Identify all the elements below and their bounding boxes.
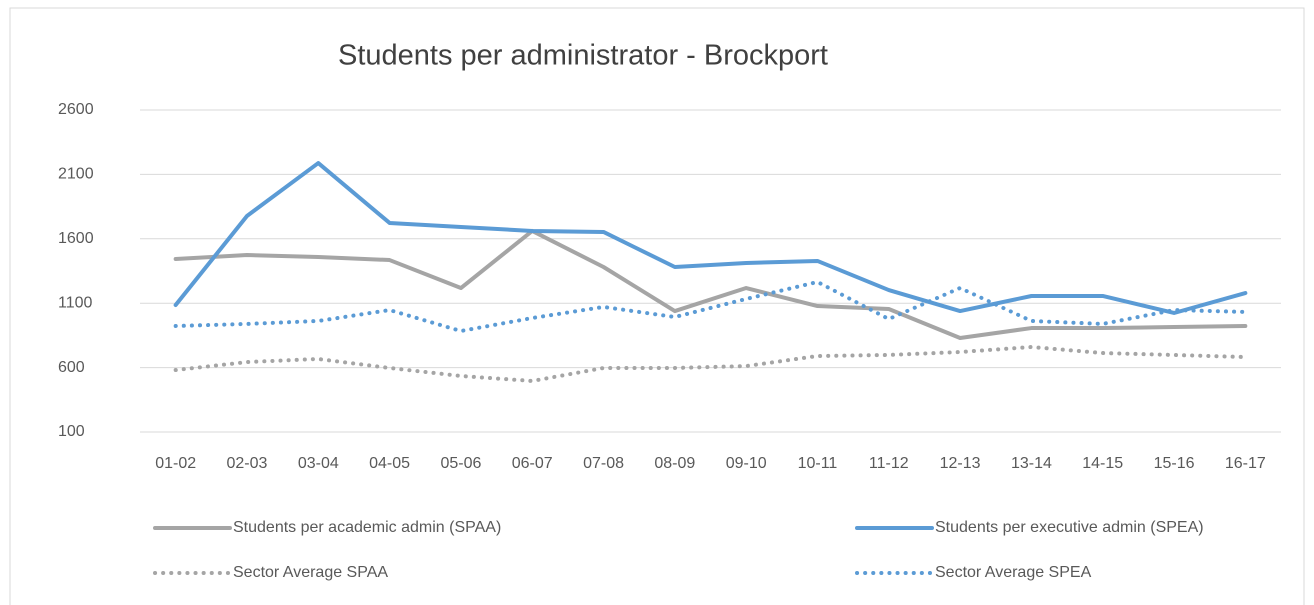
- y-tick-label: 2100: [58, 166, 94, 183]
- x-tick-label: 13-14: [1011, 455, 1052, 472]
- x-tick-label: 07-08: [583, 455, 624, 472]
- x-tick-label: 04-05: [369, 455, 410, 472]
- y-tick-label: 1600: [58, 230, 94, 247]
- y-tick-label: 2600: [58, 101, 94, 118]
- x-tick-label: 05-06: [440, 455, 481, 472]
- y-tick-label: 600: [58, 359, 85, 376]
- x-tick-label: 01-02: [155, 455, 196, 472]
- x-tick-label: 06-07: [512, 455, 553, 472]
- x-tick-label: 12-13: [940, 455, 981, 472]
- x-tick-label: 09-10: [726, 455, 767, 472]
- x-tick-label: 08-09: [654, 455, 695, 472]
- series-line: [173, 279, 1248, 334]
- x-tick-label: 11-12: [869, 455, 909, 472]
- y-tick-label: 100: [58, 423, 85, 440]
- series-line: [173, 228, 1248, 340]
- legend-label: Students per academic admin (SPAA): [233, 519, 501, 536]
- x-tick-label: 16-17: [1225, 455, 1266, 472]
- chart-title: Students per administrator - Brockport: [338, 40, 828, 72]
- legend-label: Sector Average SPEA: [935, 564, 1092, 581]
- series-line: [173, 161, 1248, 315]
- y-tick-label: 1100: [58, 294, 93, 311]
- chart-border: [9, 7, 1305, 605]
- x-tick-label: 14-15: [1082, 455, 1123, 472]
- series-line: [173, 344, 1248, 383]
- legend-label: Students per executive admin (SPEA): [935, 519, 1204, 536]
- x-tick-label: 15-16: [1154, 455, 1195, 472]
- x-tick-label: 03-04: [298, 455, 339, 472]
- x-tick-label: 02-03: [227, 455, 268, 472]
- x-tick-label: 10-11: [798, 455, 838, 472]
- legend-label: Sector Average SPAA: [233, 564, 388, 581]
